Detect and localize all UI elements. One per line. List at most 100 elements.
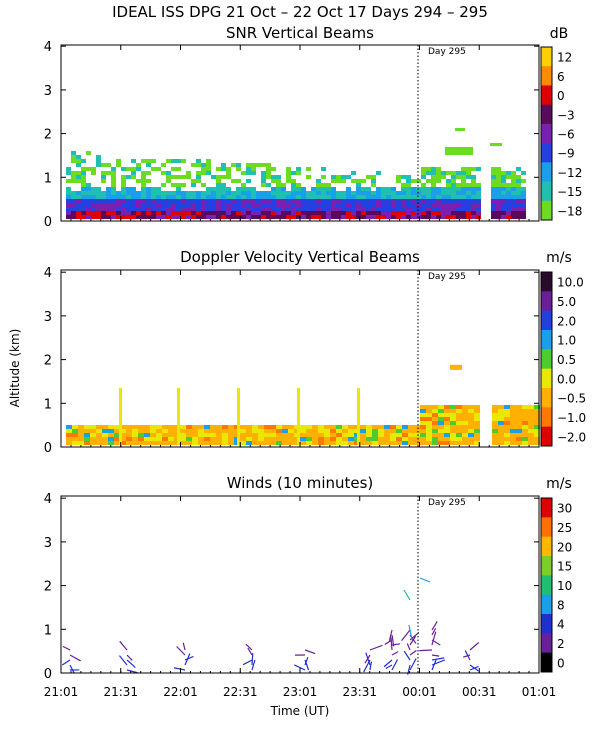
snr-cell <box>371 175 376 179</box>
snr-cell <box>261 207 266 211</box>
snr-cell <box>166 203 171 207</box>
snr-cell <box>141 183 146 187</box>
snr-cell <box>331 191 336 195</box>
doppler-cell <box>288 429 294 433</box>
snr-cell <box>321 175 326 179</box>
snr-cell <box>496 191 501 195</box>
snr-cell <box>496 167 501 171</box>
doppler-cell <box>264 433 270 437</box>
snr-cell <box>231 191 236 195</box>
snr-cell <box>106 175 111 179</box>
snr-cell <box>76 179 81 183</box>
snr-cell <box>146 211 151 215</box>
snr-cell <box>466 167 471 171</box>
snr-cell <box>431 191 436 195</box>
snr-cell <box>236 175 241 179</box>
wind-barb <box>242 659 253 666</box>
doppler-cell <box>144 429 150 433</box>
snr-cell <box>356 187 361 191</box>
snr-cell <box>111 203 116 207</box>
snr-cell <box>101 175 106 179</box>
snr-cell <box>321 207 326 211</box>
doppler-cell <box>402 433 408 437</box>
snr-cell <box>331 207 336 211</box>
doppler-cell <box>510 437 516 441</box>
snr-cell <box>421 179 426 183</box>
snr-cell <box>371 195 376 199</box>
snr-cell <box>441 167 446 171</box>
doppler-cell <box>348 425 354 429</box>
snr-cell <box>76 163 81 167</box>
snr-cell <box>296 167 301 171</box>
snr-cell <box>121 191 126 195</box>
snr-cell <box>241 215 246 219</box>
doppler-cell <box>378 441 384 445</box>
snr-cell <box>521 211 526 215</box>
doppler-cell <box>264 425 270 429</box>
doppler-cell <box>150 441 156 445</box>
snr-cell <box>406 203 411 207</box>
snr-cell <box>471 195 476 199</box>
snr-cell <box>266 203 271 207</box>
snr-cell <box>141 203 146 207</box>
wind-barb <box>408 624 413 641</box>
doppler-cell <box>516 433 522 437</box>
doppler-cell <box>432 429 438 433</box>
colorbar-swatch <box>541 652 552 673</box>
snr-cell <box>86 151 91 155</box>
snr-cell <box>456 191 461 195</box>
snr-cell <box>231 207 236 211</box>
snr-cell <box>436 191 441 195</box>
snr-cell <box>431 203 436 207</box>
snr-cell <box>71 183 76 187</box>
snr-cell <box>326 207 331 211</box>
doppler-cell <box>90 429 96 433</box>
snr-cell <box>126 203 131 207</box>
snr-cell <box>426 175 431 179</box>
snr-cell <box>511 207 516 211</box>
snr-cell <box>431 195 436 199</box>
doppler-cell <box>300 425 306 429</box>
doppler-cell <box>288 433 294 437</box>
snr-cell <box>426 183 431 187</box>
doppler-cell <box>180 429 186 433</box>
wind-barb <box>61 659 71 666</box>
snr-cell <box>226 207 231 211</box>
snr-cell <box>246 167 251 171</box>
snr-cell <box>221 195 226 199</box>
snr-cell <box>421 183 426 187</box>
snr-cell <box>451 171 456 175</box>
snr-cell <box>106 163 111 167</box>
snr-cell <box>141 195 146 199</box>
snr-cell <box>156 207 161 211</box>
snr-cell <box>81 179 86 183</box>
snr-cell <box>211 183 216 187</box>
doppler-cell <box>420 441 426 445</box>
doppler-cell <box>120 437 126 441</box>
doppler-cell <box>450 409 456 413</box>
snr-cell <box>66 187 71 191</box>
doppler-cell <box>216 433 222 437</box>
doppler-cell <box>432 433 438 437</box>
doppler-cell <box>114 441 120 445</box>
snr-cell <box>171 215 176 219</box>
snr-cell <box>211 187 216 191</box>
doppler-cell <box>228 429 234 433</box>
doppler-colorbar-unit: m/s <box>546 250 572 266</box>
snr-cell <box>366 175 371 179</box>
snr-cell <box>181 215 186 219</box>
snr-cell <box>456 187 461 191</box>
doppler-cell <box>402 425 408 429</box>
snr-cell <box>236 215 241 219</box>
snr-cell <box>121 211 126 215</box>
doppler-cell <box>126 441 132 445</box>
snr-cell <box>221 167 226 171</box>
snr-cell <box>126 191 131 195</box>
snr-cell <box>186 171 191 175</box>
snr-cell <box>191 215 196 219</box>
doppler-cell <box>456 425 462 429</box>
doppler-cell <box>420 429 426 433</box>
y-tick-label: 2 <box>44 354 52 369</box>
